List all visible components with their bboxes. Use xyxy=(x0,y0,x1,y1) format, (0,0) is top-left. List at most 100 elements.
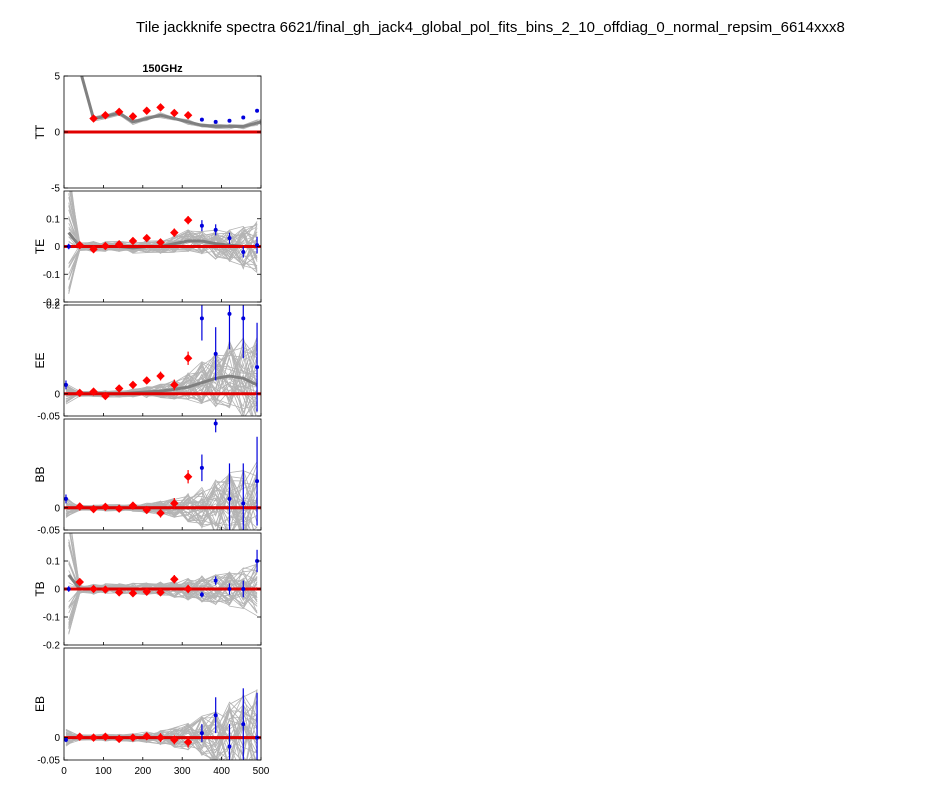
plot-area xyxy=(64,76,261,134)
data-point-marker xyxy=(227,118,232,123)
plot-area xyxy=(64,191,261,294)
plot-area xyxy=(64,688,261,760)
data-point-marker xyxy=(199,117,204,122)
y-tick-label: -0.05 xyxy=(37,412,60,423)
y-tick-label: 0 xyxy=(54,389,60,400)
data-point-marker xyxy=(156,103,165,112)
y-axis-label: BB xyxy=(33,466,47,482)
x-tick-label: 100 xyxy=(95,766,112,777)
spectrum-panel-te: -0.2 -0.1 0 0.1 TE xyxy=(33,190,262,309)
data-point-marker xyxy=(255,108,260,113)
data-point-marker xyxy=(101,110,110,120)
data-point-marker xyxy=(114,107,124,117)
sim-realization-line xyxy=(81,76,261,129)
data-point-marker xyxy=(241,501,246,506)
y-tick-label: 5 xyxy=(54,72,60,83)
data-point-marker xyxy=(199,465,204,470)
data-point-marker xyxy=(89,504,98,514)
data-point-marker xyxy=(213,578,218,583)
spectrum-panel-ee: -0.05 0 0.2 EE xyxy=(33,301,262,423)
sim-realization-line xyxy=(65,343,252,416)
y-tick-label: 0 xyxy=(54,733,60,744)
data-point-marker xyxy=(213,421,218,426)
data-point-marker xyxy=(213,351,218,356)
sim-realization-line xyxy=(81,76,261,129)
plot-area xyxy=(64,305,261,416)
y-tick-label: -0.1 xyxy=(43,270,61,281)
y-tick-label: -5 xyxy=(51,184,60,195)
data-point-marker xyxy=(227,496,232,501)
data-point-marker xyxy=(114,504,124,513)
data-point-marker xyxy=(75,240,85,250)
x-tick-label: 400 xyxy=(213,766,230,777)
data-point-marker xyxy=(241,115,246,120)
data-point-marker xyxy=(156,238,165,247)
x-tick-label: 0 xyxy=(61,766,67,777)
y-axis-label: TE xyxy=(33,239,47,254)
y-tick-label: -0.2 xyxy=(43,298,61,309)
data-point-marker xyxy=(128,236,138,246)
data-point-marker xyxy=(183,472,193,481)
y-axis-label: TT xyxy=(33,124,47,139)
data-point-marker xyxy=(128,501,138,510)
y-tick-label: 0.2 xyxy=(46,301,60,312)
y-tick-label: -0.05 xyxy=(37,756,60,767)
y-tick-label: -0.05 xyxy=(37,526,60,537)
data-point-marker xyxy=(183,110,193,120)
data-point-marker xyxy=(255,479,260,484)
sim-realization-line xyxy=(81,76,261,129)
data-point-marker xyxy=(64,382,68,387)
y-tick-label: 0 xyxy=(54,128,60,139)
data-point-marker xyxy=(128,112,138,121)
y-axis-label: EB xyxy=(33,696,47,712)
x-tick-label: 500 xyxy=(253,766,270,777)
sim-realization-line xyxy=(81,76,261,130)
axes-box xyxy=(63,418,262,531)
data-point-marker xyxy=(66,587,71,591)
data-point-marker xyxy=(241,316,246,321)
y-tick-label: -0.1 xyxy=(43,613,61,624)
data-point-marker xyxy=(75,502,85,511)
data-point-marker xyxy=(101,502,110,512)
data-point-marker xyxy=(101,241,110,251)
data-point-marker xyxy=(227,311,232,316)
data-point-marker xyxy=(255,365,260,370)
data-point-marker xyxy=(183,215,193,225)
spectrum-panel-tt: -5 0 5 TT xyxy=(33,72,262,195)
data-point-marker xyxy=(64,496,68,501)
data-point-marker xyxy=(199,223,204,228)
data-point-marker xyxy=(170,108,179,118)
data-point-marker xyxy=(142,233,151,243)
y-axis-label: EE xyxy=(33,352,47,368)
panel-title: 150GHz xyxy=(142,63,183,75)
y-axis-label: TB xyxy=(33,581,47,596)
data-point-marker xyxy=(213,713,218,718)
data-point-marker xyxy=(170,228,179,237)
data-point-marker xyxy=(227,587,232,591)
data-point-marker xyxy=(142,376,151,385)
y-tick-label: 0 xyxy=(54,585,60,596)
sim-realization-line xyxy=(81,76,261,129)
data-point-marker xyxy=(199,316,204,321)
axes-box xyxy=(63,304,262,417)
sim-realization-line xyxy=(65,343,253,416)
data-point-marker xyxy=(114,240,124,249)
sim-realization-line xyxy=(68,224,258,270)
data-point-marker xyxy=(128,380,138,390)
spectrum-panel-bb: -0.05 0 BB xyxy=(33,418,262,537)
data-point-marker xyxy=(156,371,165,381)
data-point-marker xyxy=(89,387,98,396)
y-tick-label: 0.1 xyxy=(46,557,60,568)
axes-box xyxy=(63,647,262,761)
data-point-marker xyxy=(64,737,68,742)
x-tick-label: 200 xyxy=(134,766,151,777)
data-point-marker xyxy=(241,250,246,255)
data-point-marker xyxy=(75,388,85,398)
sim-mean-line xyxy=(80,76,261,128)
data-point-marker xyxy=(213,119,218,124)
data-point-marker xyxy=(199,731,204,736)
data-point-marker xyxy=(66,244,71,249)
data-point-marker xyxy=(241,587,246,591)
data-point-marker xyxy=(89,114,98,123)
data-point-marker xyxy=(241,722,246,727)
